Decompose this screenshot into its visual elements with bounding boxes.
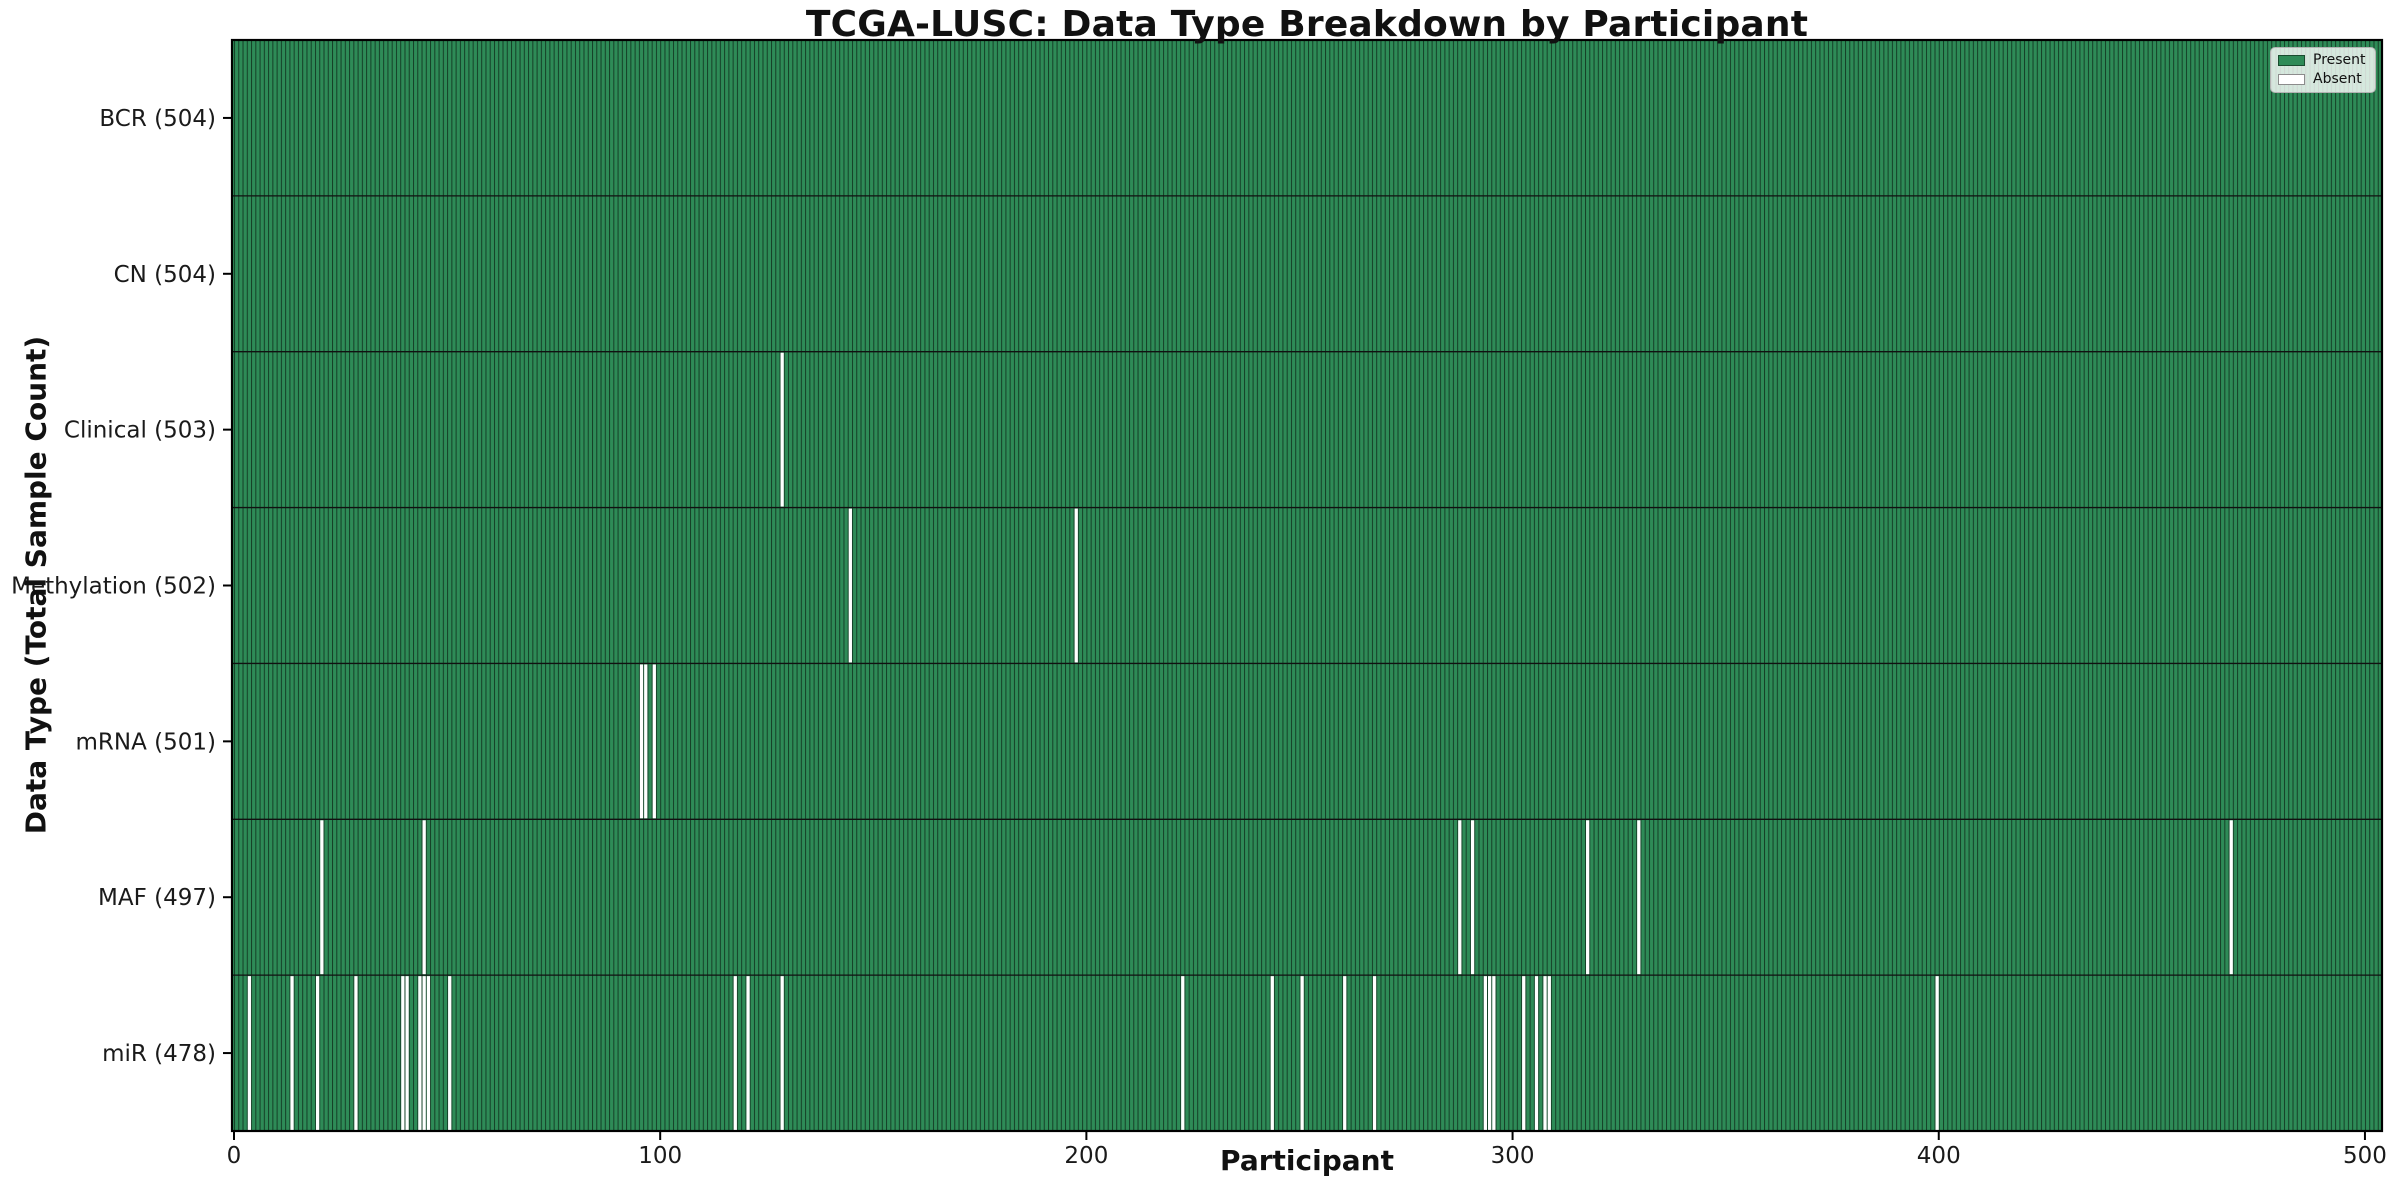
bar-absent-miR-43 — [418, 976, 422, 1130]
bar-absent-MAF-290 — [1470, 820, 1475, 975]
legend-swatch-present-icon — [2278, 54, 2305, 66]
bar-absent-mRNA-98 — [652, 664, 656, 819]
row-label-CN: CN (504) — [114, 262, 216, 288]
legend-item-present: Present — [2278, 53, 2366, 67]
bar-absent-miR-3 — [247, 976, 252, 1130]
bar-absent-MAF-317 — [1586, 820, 1590, 975]
x-tick-label: 400 — [1917, 1143, 1961, 1169]
bar-absent-miR-39 — [401, 976, 405, 1130]
bar-absent-miR-260 — [1343, 976, 1347, 1130]
bar-absent-miR-399 — [1935, 976, 1939, 1130]
bar-absent-miR-294 — [1488, 976, 1492, 1130]
bars-present-field — [232, 40, 2382, 1131]
bar-absent-MAF-20 — [320, 820, 324, 975]
bar-absent-miR-128 — [780, 976, 784, 1130]
row-label-BCR: BCR (504) — [99, 106, 216, 132]
row-label-Clinical: Clinical (503) — [64, 418, 216, 444]
bar-absent-miR-40 — [405, 976, 409, 1130]
bar-absent-Methylation-144 — [848, 508, 852, 663]
x-tick-label: 300 — [1491, 1143, 1535, 1169]
bar-absent-miR-243 — [1270, 976, 1274, 1130]
y-axis-label: Data Type (Total Sample Count) — [19, 335, 53, 835]
bar-absent-MAF-44 — [422, 820, 426, 975]
legend-item-absent: Absent — [2278, 72, 2366, 86]
bar-absent-miR-13 — [290, 976, 294, 1130]
bar-absent-miR-28 — [354, 976, 358, 1130]
bar-absent-MAF-329 — [1637, 820, 1641, 975]
x-tick-label: 200 — [1064, 1143, 1108, 1169]
row-label-Methylation: Methylation (502) — [11, 574, 216, 600]
row-label-MAF: MAF (497) — [98, 885, 216, 911]
bar-absent-miR-295 — [1492, 976, 1496, 1130]
bar-absent-mRNA-96 — [644, 664, 648, 819]
x-tick-label: 500 — [2343, 1143, 2387, 1169]
bar-absent-miR-293 — [1483, 976, 1487, 1130]
x-tick-label: 0 — [227, 1143, 242, 1169]
bar-absent-MAF-468 — [2229, 820, 2233, 975]
legend-swatch-absent-icon — [2278, 73, 2305, 85]
bar-absent-miR-222 — [1181, 976, 1185, 1130]
bar-absent-Methylation-197 — [1074, 508, 1078, 663]
x-tick-label: 100 — [638, 1143, 682, 1169]
bar-absent-miR-267 — [1372, 976, 1377, 1130]
bar-absent-miR-307 — [1543, 976, 1547, 1130]
bar-absent-miR-19 — [315, 976, 320, 1130]
bar-absent-miR-305 — [1534, 976, 1539, 1130]
legend: Present Absent — [2270, 47, 2376, 93]
bar-absent-miR-44 — [422, 976, 426, 1130]
bar-absent-miR-120 — [746, 976, 750, 1130]
row-label-mRNA: mRNA (501) — [76, 729, 216, 755]
bar-absent-miR-117 — [733, 976, 737, 1130]
legend-label-present: Present — [2313, 52, 2366, 68]
row-label-miR: miR (478) — [102, 1041, 216, 1067]
bar-absent-miR-45 — [426, 976, 431, 1130]
chart-title: TCGA-LUSC: Data Type Breakdown by Partic… — [805, 4, 1809, 45]
bar-absent-MAF-287 — [1458, 820, 1462, 975]
bar-absent-miR-50 — [448, 976, 452, 1130]
legend-label-absent: Absent — [2313, 71, 2362, 87]
bar-absent-Clinical-128 — [780, 352, 784, 507]
bar-absent-miR-250 — [1300, 976, 1304, 1130]
bar-absent-miR-308 — [1547, 976, 1551, 1130]
bar-absent-miR-302 — [1522, 976, 1526, 1130]
x-axis-label: Participant — [1220, 1144, 1394, 1177]
bar-absent-mRNA-95 — [639, 664, 644, 819]
